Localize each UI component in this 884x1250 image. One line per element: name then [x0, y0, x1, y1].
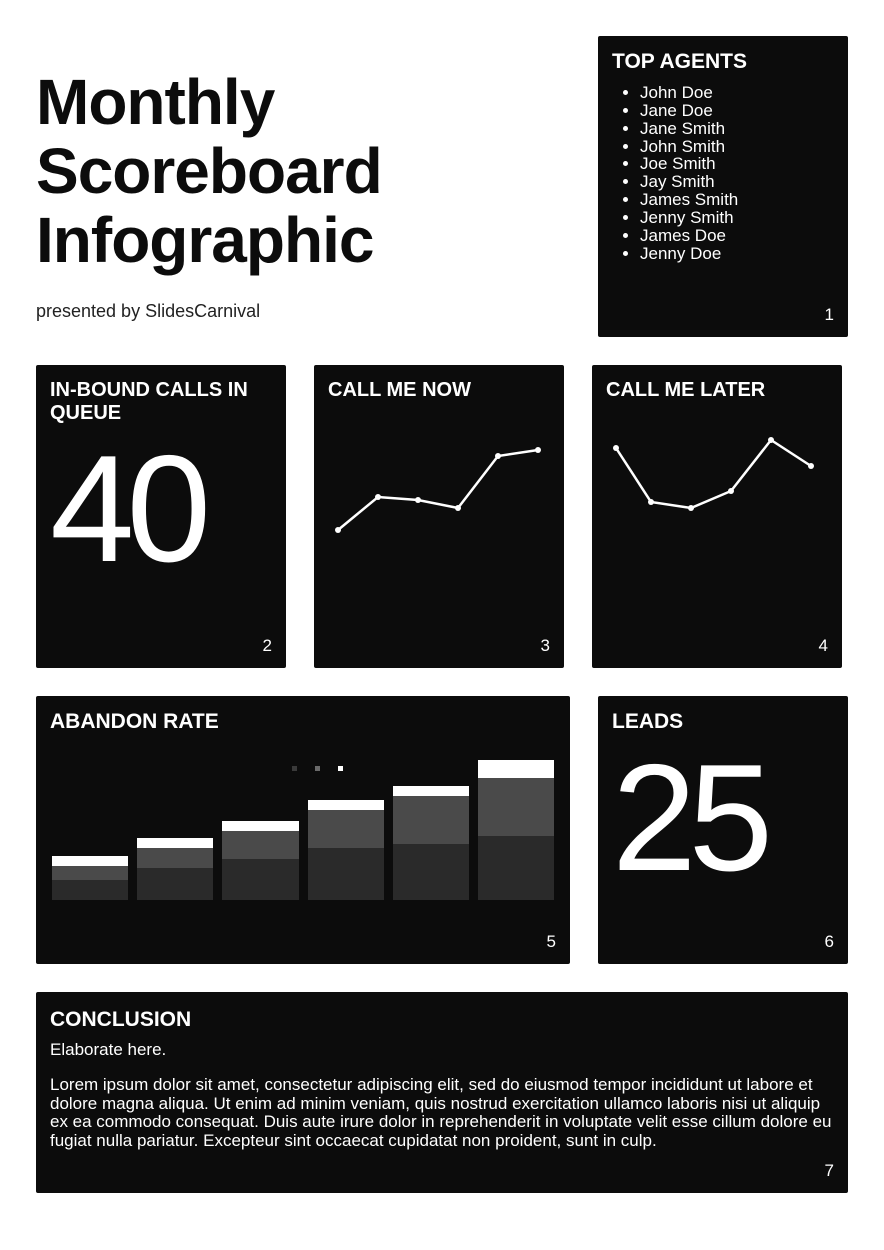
bar	[393, 754, 469, 900]
card-number: 1	[825, 305, 834, 325]
card-number: 2	[263, 636, 272, 656]
bar	[137, 754, 213, 900]
legend-dot	[338, 766, 343, 771]
abandon-title: ABANDON RATE	[50, 710, 556, 734]
call-me-now-card: CALL ME NOW 3	[314, 365, 564, 668]
inbound-calls-card: IN-BOUND CALLS IN QUEUE 40 2	[36, 365, 286, 668]
agent-list-item: James Doe	[640, 227, 834, 245]
conclusion-body: Lorem ipsum dolor sit amet, consectetur …	[50, 1076, 834, 1151]
page-subtitle: presented by SlidesCarnival	[36, 301, 570, 322]
card-number: 6	[825, 932, 834, 952]
conclusion-elaborate: Elaborate here.	[50, 1040, 834, 1060]
inbound-title: IN-BOUND CALLS IN QUEUE	[50, 379, 272, 425]
card-number: 4	[819, 636, 828, 656]
agent-list-item: John Doe	[640, 84, 834, 102]
title-block: Monthly Scoreboard Infographic presented…	[36, 36, 570, 337]
bar	[52, 754, 128, 900]
bar	[308, 754, 384, 900]
inbound-value: 40	[50, 433, 272, 585]
bar	[222, 754, 298, 900]
leads-card: LEADS 25 6	[598, 696, 848, 964]
agent-list-item: Jane Doe	[640, 102, 834, 120]
top-agents-list: John DoeJane DoeJane SmithJohn SmithJoe …	[612, 84, 834, 262]
agent-list-item: Jenny Smith	[640, 209, 834, 227]
call-now-line-chart	[328, 428, 548, 548]
agent-list-item: James Smith	[640, 191, 834, 209]
call-me-later-card: CALL ME LATER 4	[592, 365, 842, 668]
bar	[478, 754, 554, 900]
leads-value: 25	[612, 742, 834, 894]
card-number: 5	[547, 932, 556, 952]
top-agents-card: TOP AGENTS John DoeJane DoeJane SmithJoh…	[598, 36, 848, 337]
legend-dot	[315, 766, 320, 771]
top-agents-title: TOP AGENTS	[612, 50, 834, 74]
abandon-bar-chart	[50, 754, 556, 900]
leads-title: LEADS	[612, 710, 834, 734]
agent-list-item: Jane Smith	[640, 120, 834, 138]
call-now-title: CALL ME NOW	[328, 379, 550, 402]
agent-list-item: Jay Smith	[640, 173, 834, 191]
legend-dot	[292, 766, 297, 771]
card-number: 7	[825, 1161, 834, 1181]
conclusion-card: CONCLUSION Elaborate here. Lorem ipsum d…	[36, 992, 848, 1193]
page-title: Monthly Scoreboard Infographic	[36, 68, 570, 275]
agent-list-item: Joe Smith	[640, 155, 834, 173]
agent-list-item: John Smith	[640, 138, 834, 156]
call-later-title: CALL ME LATER	[606, 379, 828, 402]
abandon-legend	[292, 766, 343, 771]
call-later-line-chart	[606, 428, 826, 528]
abandon-rate-card: ABANDON RATE 5	[36, 696, 570, 964]
agent-list-item: Jenny Doe	[640, 245, 834, 263]
conclusion-title: CONCLUSION	[50, 1008, 834, 1032]
card-number: 3	[541, 636, 550, 656]
